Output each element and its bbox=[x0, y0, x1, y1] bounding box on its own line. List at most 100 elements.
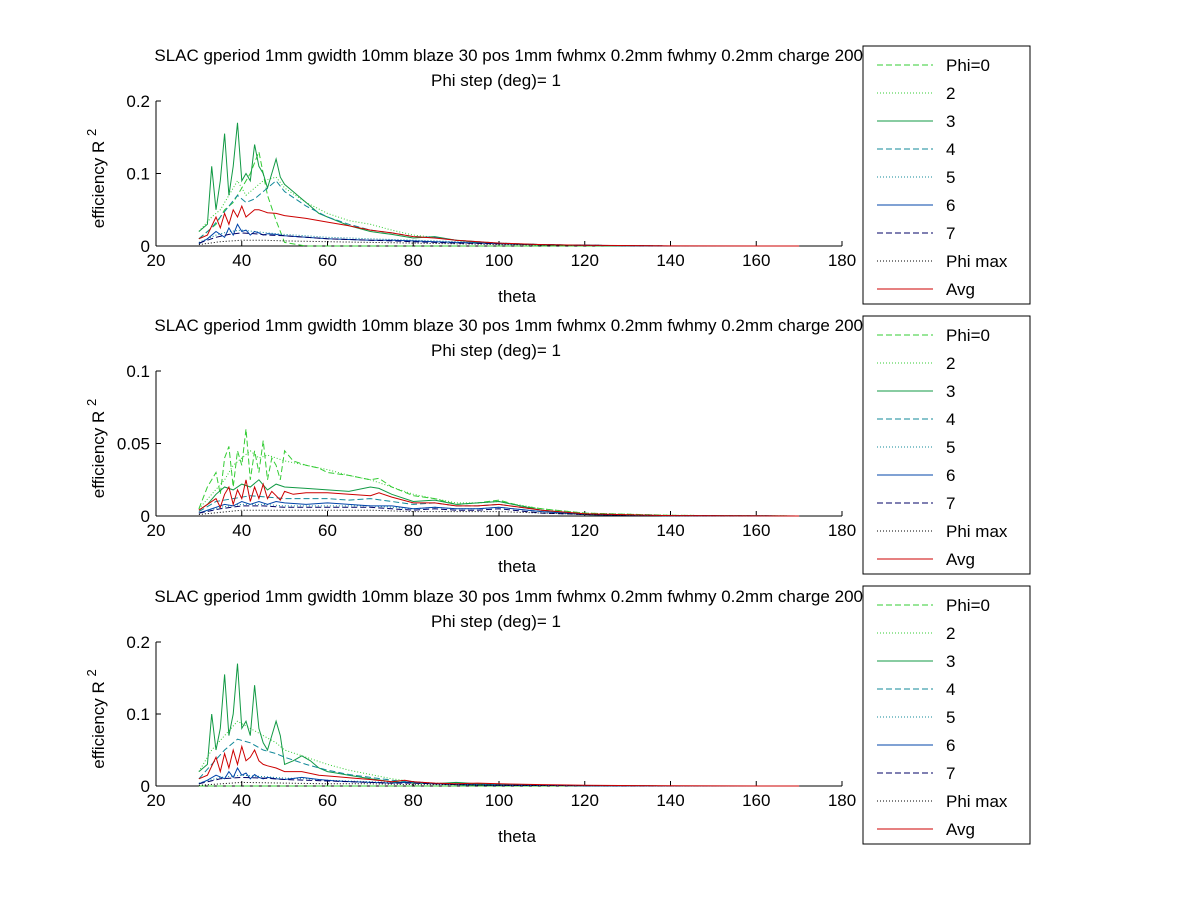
y-axis-label: efficiency R 2 bbox=[84, 399, 108, 499]
legend-entry-label: 6 bbox=[946, 736, 955, 755]
subplot-2: 20 40 60 80 100 120 140 160 180 0 0.05 0.1 theta effi… bbox=[84, 315, 1031, 576]
legend-entry-label: 6 bbox=[946, 466, 955, 485]
legend-entry-label: 3 bbox=[946, 112, 955, 131]
y-axis-label-superscript: 2 bbox=[84, 129, 99, 136]
x-tick-label: 20 bbox=[147, 251, 166, 270]
series-line-avg bbox=[198, 204, 800, 247]
series-line-avg bbox=[198, 479, 800, 517]
legend-entry-label: Phi=0 bbox=[946, 596, 990, 615]
x-tick-label: 20 bbox=[147, 521, 166, 540]
legend-entry-label: Phi=0 bbox=[946, 326, 990, 345]
chart-subtitle: Phi step (deg)= 1 bbox=[431, 71, 561, 90]
legend-entry-label: 7 bbox=[946, 494, 955, 513]
subplot-3: 20 40 60 80 100 120 140 160 180 0 0.1 0.2 theta effic… bbox=[84, 585, 1031, 846]
legend-entry-label: 2 bbox=[946, 354, 955, 373]
legend-entry-label: 2 bbox=[946, 84, 955, 103]
legend-entry-label: 4 bbox=[946, 410, 955, 429]
legend-entry-label: Avg bbox=[946, 280, 975, 299]
x-tick-label: 160 bbox=[742, 251, 770, 270]
y-tick-label: 0 bbox=[141, 777, 150, 796]
chart-title: SLAC gperiod 1mm gwidth 10mm blaze 30 po… bbox=[154, 587, 937, 606]
legend-entry-label: Phi max bbox=[946, 792, 1008, 811]
x-tick-label: 60 bbox=[318, 251, 337, 270]
legend-entry-label: 5 bbox=[946, 708, 955, 727]
series-line-7 bbox=[198, 776, 800, 787]
legend-entry-label: Avg bbox=[946, 820, 975, 839]
chart-title: SLAC gperiod 1mm gwidth 10mm blaze 30 po… bbox=[154, 46, 937, 65]
y-axis-label-text: efficiency R bbox=[89, 406, 108, 498]
x-tick-label: 120 bbox=[571, 521, 599, 540]
series-line-phi-max bbox=[198, 509, 800, 517]
x-tick-label: 180 bbox=[828, 521, 856, 540]
x-tick-label: 140 bbox=[656, 251, 684, 270]
legend-entry-label: Phi=0 bbox=[946, 56, 990, 75]
x-tick-label: 60 bbox=[318, 791, 337, 810]
plot-area bbox=[198, 428, 800, 517]
x-tick-label: 120 bbox=[571, 251, 599, 270]
plot-area bbox=[198, 663, 800, 787]
series-line-3 bbox=[198, 479, 800, 517]
x-tick-label: 40 bbox=[232, 791, 251, 810]
y-tick-label: 0.05 bbox=[117, 435, 150, 454]
y-tick-label: 0.2 bbox=[126, 633, 150, 652]
x-tick-label: 40 bbox=[232, 251, 251, 270]
x-axis-label: theta bbox=[498, 287, 536, 306]
x-axis-label: theta bbox=[498, 827, 536, 846]
y-tick-label: 0.2 bbox=[126, 92, 150, 111]
x-tick-label: 140 bbox=[656, 791, 684, 810]
y-tick-label: 0.1 bbox=[126, 362, 150, 381]
y-axis-label: efficiency R 2 bbox=[84, 669, 108, 769]
subplots-container: 20 40 60 80 100 120 140 160 18000.10.2thetaeffic… bbox=[84, 45, 1031, 846]
legend-box bbox=[862, 585, 1031, 845]
legend-entry-label: 2 bbox=[946, 624, 955, 643]
y-tick-label: 0 bbox=[141, 507, 150, 526]
y-axis-label: efficiency R 2 bbox=[84, 129, 108, 229]
legend-entry-label: 4 bbox=[946, 140, 955, 159]
subplot-1: 20 40 60 80 100 120 140 160 180 0 0.1 0.2 theta effic… bbox=[84, 45, 1031, 306]
series-line-avg bbox=[198, 744, 800, 787]
plot-area bbox=[198, 122, 800, 247]
series-line-4 bbox=[198, 495, 800, 517]
y-tick-label: 0 bbox=[141, 237, 150, 256]
chart-subtitle: Phi step (deg)= 1 bbox=[431, 341, 561, 360]
legend: Phi=0 2 3 4 5 6 7 Phi max Avg bbox=[862, 315, 1031, 575]
x-tick-label: 80 bbox=[404, 251, 423, 270]
x-tick-label: 120 bbox=[571, 791, 599, 810]
y-axis-label-superscript: 2 bbox=[84, 669, 99, 676]
x-tick-label: 100 bbox=[485, 791, 513, 810]
legend: Phi=0 2 3 4 5 6 7 Phi max Avg bbox=[862, 585, 1031, 845]
x-tick-label: 160 bbox=[742, 791, 770, 810]
series-line-7 bbox=[198, 505, 800, 517]
legend-box bbox=[862, 315, 1031, 575]
legend-box bbox=[862, 45, 1031, 305]
x-tick-label: 100 bbox=[485, 251, 513, 270]
legend-entry-label: 5 bbox=[946, 168, 955, 187]
legend-entry-label: Avg bbox=[946, 550, 975, 569]
x-tick-label: 20 bbox=[147, 791, 166, 810]
y-axis-label-text: efficiency R bbox=[89, 676, 108, 768]
y-axis-label-text: efficiency R bbox=[89, 136, 108, 228]
y-axis-label-superscript: 2 bbox=[84, 399, 99, 406]
chart-subtitle: Phi step (deg)= 1 bbox=[431, 612, 561, 631]
series-line-3 bbox=[198, 663, 800, 787]
x-tick-label: 160 bbox=[742, 521, 770, 540]
x-tick-label: 100 bbox=[485, 521, 513, 540]
x-axis-label: theta bbox=[498, 557, 536, 576]
x-tick-label: 180 bbox=[828, 791, 856, 810]
legend-entry-label: 3 bbox=[946, 652, 955, 671]
series-line-phi-max bbox=[198, 239, 800, 247]
legend-entry-label: 6 bbox=[946, 196, 955, 215]
series-line-3 bbox=[198, 122, 800, 247]
series-line-phi-0 bbox=[198, 150, 800, 247]
legend-entry-label: Phi max bbox=[946, 252, 1008, 271]
x-tick-label: 40 bbox=[232, 521, 251, 540]
legend-entry-label: Phi max bbox=[946, 522, 1008, 541]
chart-title: SLAC gperiod 1mm gwidth 10mm blaze 30 po… bbox=[154, 316, 937, 335]
legend-entry-label: 5 bbox=[946, 438, 955, 457]
y-tick-label: 0.1 bbox=[126, 165, 150, 184]
legend-entry-label: 7 bbox=[946, 764, 955, 783]
x-tick-label: 60 bbox=[318, 521, 337, 540]
legend: Phi=0 2 3 4 5 6 7 Phi max Avg bbox=[862, 45, 1031, 305]
x-tick-label: 80 bbox=[404, 791, 423, 810]
